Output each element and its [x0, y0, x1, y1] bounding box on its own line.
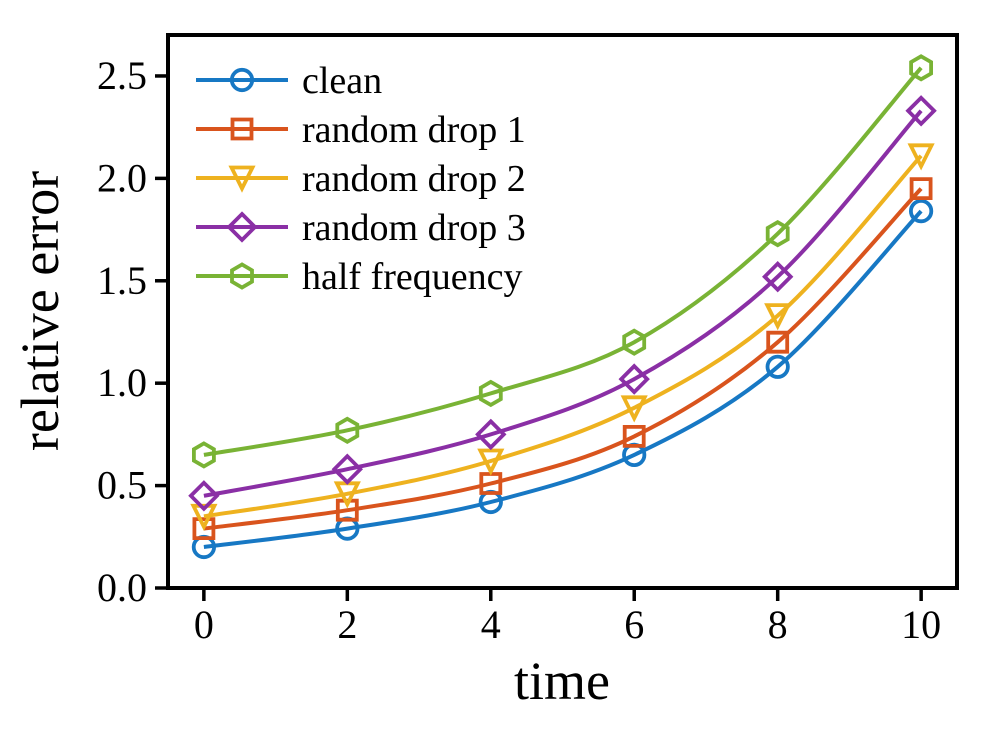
y-tick-label: 2.0: [97, 155, 147, 200]
x-axis-label: time: [514, 651, 610, 711]
legend-label-random-drop-2: random drop 2: [302, 158, 526, 200]
legend-marker-diamond-icon: [226, 211, 258, 243]
y-tick-label: 1.5: [97, 258, 147, 303]
x-axis: 0 2 4 6 8 10: [194, 588, 941, 647]
marker-random-drop-3-x4: [475, 418, 507, 451]
marker-random-drop-3-x8: [762, 261, 794, 293]
marker-random-drop-3-x6: [618, 363, 650, 395]
x-tick-label: 8: [768, 602, 788, 647]
legend-label-random-drop-1: random drop 1: [302, 109, 526, 151]
marker-random-drop-2-x0: [190, 503, 218, 532]
marker-random-drop-1-x10: [909, 177, 933, 201]
marker-random-drop-3-x0: [188, 480, 220, 512]
marker-half-frequency-x0: [191, 441, 216, 469]
series-markers-random-drop-2: [190, 143, 935, 532]
y-tick-label: 2.5: [97, 53, 147, 98]
marker-half-frequency-x4: [478, 379, 503, 408]
series-group: [188, 54, 937, 560]
legend-row-random-drop-2: random drop 2: [196, 158, 526, 200]
marker-random-drop-2-x8: [764, 303, 792, 331]
series-line-random-drop-2: [203, 154, 923, 519]
x-tick-label: 4: [481, 602, 501, 647]
series-markers-random-drop-3: [188, 95, 937, 512]
x-tick-label: 0: [194, 602, 214, 647]
marker-clean-x8: [765, 354, 790, 379]
legend-marker-triangle-down-icon: [228, 165, 256, 193]
legend-row-clean: clean: [196, 60, 382, 102]
marker-random-drop-1-x4: [479, 472, 503, 495]
marker-random-drop-2-x10: [907, 143, 935, 171]
marker-random-drop-2-x6: [620, 395, 648, 423]
series-line-random-drop-1: [203, 187, 923, 531]
marker-half-frequency-x6: [622, 328, 647, 356]
marker-random-drop-1-x6: [622, 424, 646, 448]
series-markers-clean: [191, 199, 934, 560]
x-tick-label: 6: [624, 602, 644, 647]
x-tick-label: 2: [337, 602, 357, 647]
legend-label-random-drop-3: random drop 3: [302, 207, 526, 249]
marker-random-drop-2-x4: [477, 448, 505, 476]
marker-clean-x10: [908, 199, 934, 224]
plot-root: 0 2 4 6 8 10 0.0 0.5 1.0 1.5 2.0 2.5 clean random dro…: [97, 33, 959, 647]
marker-random-drop-1-x8: [766, 330, 790, 354]
legend-label-clean: clean: [302, 60, 382, 102]
y-axis: 0.0 0.5 1.0 1.5 2.0 2.5: [97, 53, 168, 610]
plot-border: [166, 33, 959, 590]
marker-random-drop-3-x2: [331, 453, 363, 485]
legend-marker-hexagon-icon: [230, 262, 254, 290]
y-tick-label: 0.5: [97, 463, 147, 508]
marker-half-frequency-x8: [765, 220, 790, 248]
series-markers-half-frequency: [191, 54, 933, 469]
marker-half-frequency-x2: [335, 416, 360, 444]
y-tick-label: 0.0: [97, 565, 147, 610]
legend-row-random-drop-1: random drop 1: [196, 109, 526, 151]
marker-random-drop-3-x10: [905, 95, 937, 127]
legend-label-half-frequency: half frequency: [302, 256, 523, 298]
legend-marker-circle-icon: [229, 67, 255, 93]
legend: clean random drop 1 random drop 2 random dr…: [196, 60, 526, 298]
marker-half-frequency-x10: [909, 54, 933, 82]
y-axis-label: relative error: [10, 171, 70, 451]
legend-marker-square-icon: [230, 117, 254, 141]
legend-row-random-drop-3: random drop 3: [196, 207, 526, 249]
x-tick-label: 10: [901, 602, 941, 647]
y-tick-label: 1.0: [97, 360, 147, 405]
legend-row-half-frequency: half frequency: [196, 256, 523, 298]
